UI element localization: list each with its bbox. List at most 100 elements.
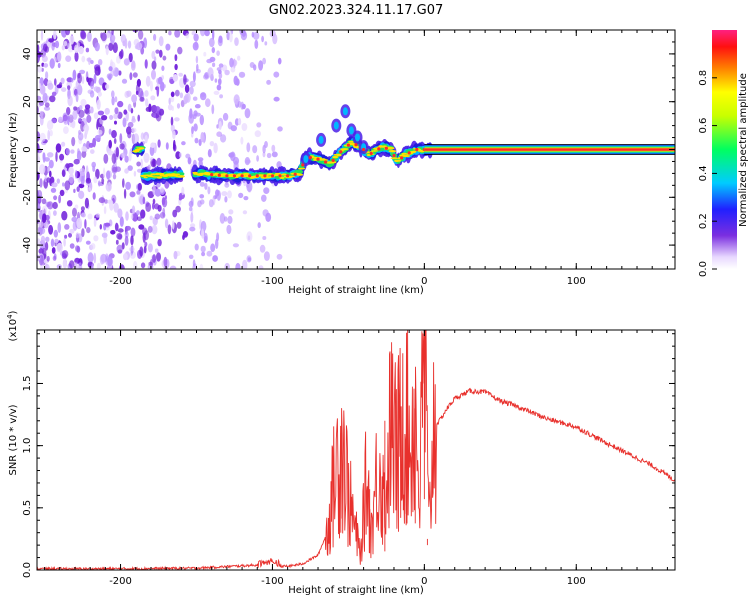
trace-core-dot (339, 150, 343, 154)
spectrogram-x-axis-label: Height of straight line (km) (288, 285, 424, 296)
noise-speckle (115, 239, 119, 245)
snr-x-tick-label: 100 (567, 576, 586, 587)
spectrogram-plot-area (37, 30, 675, 269)
noise-speckle (136, 216, 142, 222)
noise-speckle (194, 104, 201, 109)
noise-speckle (259, 244, 266, 253)
noise-speckle (87, 213, 93, 220)
noise-speckle (91, 263, 94, 269)
noise-speckle (271, 151, 278, 158)
noise-speckle (189, 86, 194, 95)
trace-core-dot (240, 174, 244, 178)
noise-speckle (40, 235, 46, 244)
noise-speckle (93, 217, 97, 227)
noise-speckle (144, 59, 148, 69)
noise-speckle (254, 130, 261, 138)
noise-speckle (136, 161, 141, 167)
noise-speckle (145, 75, 151, 87)
noise-speckle (115, 147, 120, 158)
noise-speckle (206, 250, 213, 257)
noise-speckle (102, 167, 106, 179)
noise-speckle (81, 76, 85, 84)
noise-speckle (93, 73, 97, 84)
noise-speckle (170, 116, 174, 127)
noise-speckle (53, 30, 57, 40)
noise-speckle (277, 57, 282, 65)
trace-spur-core (318, 135, 324, 144)
noise-speckle (140, 132, 145, 140)
noise-speckle (111, 96, 115, 106)
noise-speckle (200, 245, 206, 253)
noise-speckle (170, 91, 175, 98)
noise-speckle (218, 69, 222, 75)
noise-speckle (258, 60, 264, 71)
noise-speckle (174, 63, 178, 71)
noise-speckle (114, 107, 119, 115)
noise-speckle (114, 222, 119, 232)
noise-speckle (37, 203, 41, 212)
chart-title: GN02.2023.324.11.17.G07 (269, 3, 444, 18)
noise-speckle (227, 190, 232, 199)
noise-speckle (111, 30, 114, 35)
noise-speckle (93, 235, 99, 242)
noise-speckle (216, 50, 220, 56)
noise-speckle (181, 141, 186, 146)
snr-x-tick-label: -200 (109, 576, 132, 587)
trace-blob (382, 145, 387, 147)
noise-speckle (212, 62, 216, 68)
trace-blob (143, 176, 148, 179)
noise-speckle (212, 30, 215, 40)
noise-speckle (107, 256, 113, 267)
noise-speckle (131, 205, 136, 215)
noise-speckle (92, 137, 96, 148)
noise-speckle (165, 142, 169, 150)
noise-speckle (184, 84, 190, 93)
noise-speckle (272, 33, 278, 45)
noise-speckle (155, 49, 160, 54)
noise-speckle (45, 241, 49, 251)
noise-speckle (131, 127, 137, 133)
trace-blob (332, 155, 339, 159)
noise-speckle (162, 55, 167, 61)
noise-speckle (50, 238, 55, 247)
noise-speckle (61, 250, 69, 259)
noise-speckle (98, 197, 106, 204)
noise-speckle (177, 46, 183, 55)
noise-speckle (37, 131, 41, 142)
noise-speckle (72, 207, 77, 217)
noise-speckle (176, 103, 181, 109)
carrier-band (424, 148, 675, 151)
noise-speckle (38, 248, 44, 255)
noise-speckle (109, 199, 114, 211)
trace-core-dot (362, 147, 366, 152)
noise-speckle (168, 97, 171, 106)
noise-speckle (137, 30, 144, 40)
noise-speckle (218, 120, 222, 130)
trace-blob (395, 159, 402, 162)
noise-speckle (72, 69, 77, 81)
noise-speckle (167, 224, 172, 235)
noise-speckle (95, 213, 101, 218)
noise-speckle (124, 225, 132, 231)
noise-speckle (192, 96, 198, 101)
noise-speckle (60, 77, 65, 85)
noise-speckle (197, 157, 204, 162)
noise-speckle (85, 47, 90, 53)
noise-speckle (74, 169, 78, 179)
noise-speckle (75, 232, 80, 239)
noise-speckle (47, 152, 54, 158)
noise-speckle (62, 258, 68, 269)
noise-speckle (228, 209, 234, 215)
trace-spur-core (333, 121, 339, 130)
noise-speckle (69, 228, 75, 234)
noise-speckle (183, 74, 187, 86)
noise-speckle (179, 92, 184, 99)
noise-speckle (224, 196, 228, 203)
noise-speckle (53, 229, 58, 238)
noise-speckle (85, 177, 92, 184)
noise-speckle (189, 226, 196, 232)
noise-speckle (113, 138, 117, 144)
noise-speckle (143, 152, 150, 163)
noise-speckle (201, 251, 206, 257)
